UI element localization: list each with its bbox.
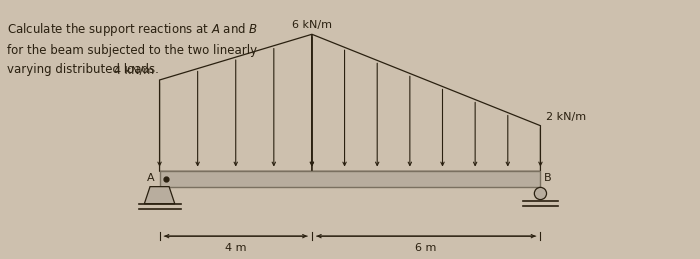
Circle shape: [534, 188, 547, 200]
Bar: [160, 171, 540, 187]
Text: 6 kN/m: 6 kN/m: [292, 20, 332, 30]
Text: 2 kN/m: 2 kN/m: [546, 112, 587, 122]
Polygon shape: [144, 187, 175, 204]
Text: 6 m: 6 m: [416, 243, 437, 253]
Text: A: A: [148, 173, 155, 183]
Text: Calculate the support reactions at $A$ and $B$
for the beam subjected to the two: Calculate the support reactions at $A$ a…: [7, 21, 258, 76]
Text: 4 kN/m: 4 kN/m: [113, 66, 154, 76]
Text: 4 m: 4 m: [225, 243, 246, 253]
Text: B: B: [545, 173, 552, 183]
